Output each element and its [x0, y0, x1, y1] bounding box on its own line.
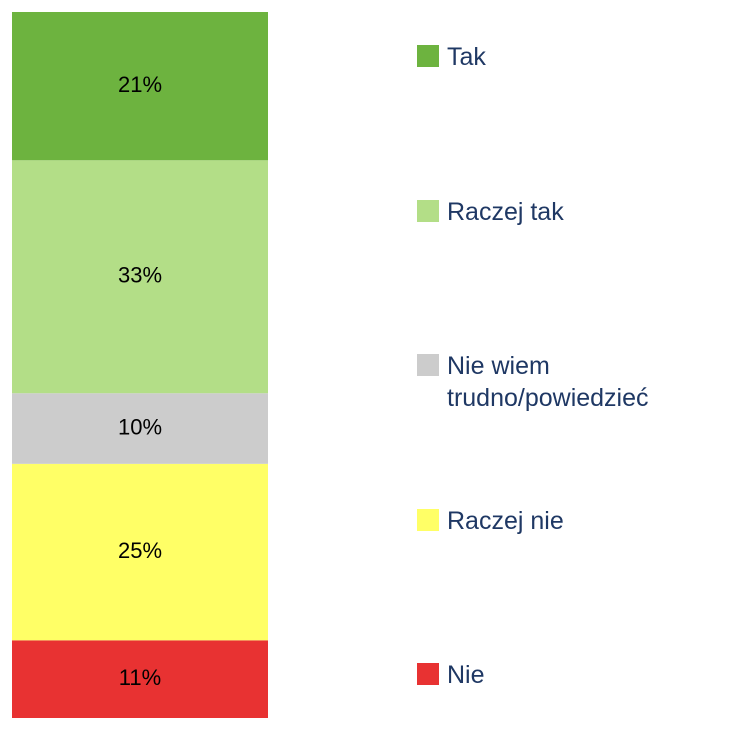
legend-item: Nie: [417, 659, 697, 691]
legend-item: Nie wiem trudno/powiedzieć: [417, 350, 697, 414]
legend-label: Raczej tak: [447, 197, 564, 226]
bar-segment: [12, 160, 268, 394]
bar-segment: [12, 640, 268, 718]
legend-swatch: [417, 199, 439, 222]
bar-segment: [12, 12, 268, 161]
legend-swatch: [417, 354, 439, 376]
legend-swatch: [417, 508, 439, 531]
legend-item: Tak: [417, 41, 697, 73]
legend-label: Tak: [447, 43, 486, 71]
value-label: 11%: [119, 665, 161, 690]
value-label: 33%: [118, 263, 162, 288]
legend-label: Nie wiem trudno/powiedzieć: [447, 352, 649, 412]
bar-segment: [12, 463, 268, 641]
legend-label: Nie: [447, 661, 485, 689]
value-label: 25%: [118, 538, 162, 563]
legend-label: Raczej nie: [447, 506, 564, 535]
legend-item: Raczej nie: [417, 505, 697, 537]
bar-segment: [12, 393, 268, 464]
legend-swatch: [417, 663, 439, 685]
legend-swatch: [417, 45, 439, 67]
value-label: 10%: [118, 414, 162, 439]
value-label: 21%: [118, 72, 162, 97]
legend-item: Raczej tak: [417, 196, 697, 228]
